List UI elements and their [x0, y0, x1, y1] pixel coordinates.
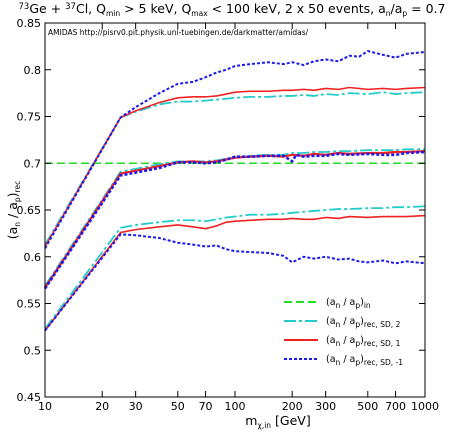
legend: (an / ap)in (an / ap)rec, SD, 2 (an / ap…: [284, 297, 403, 367]
series-line-sdm1-9: [44, 233, 426, 332]
y-tick-label: 0.8: [24, 64, 42, 77]
x-tick-label: 50: [171, 400, 185, 413]
x-tick-label: 70: [199, 400, 213, 413]
series-line-sd2-1: [44, 91, 426, 246]
chart-title: 73Ge + 37Cl, Qmin > 5 keV, Qmax < 100 ke…: [19, 1, 446, 18]
y-tick-label: 0.75: [17, 111, 42, 124]
series-line-sd1-6: [44, 214, 426, 332]
legend-label-sd1: (an / ap)rec, SD, 1: [326, 335, 401, 348]
x-axis-title: mχ,in [GeV]: [245, 413, 310, 430]
y-tick-label: 0.45: [17, 391, 42, 404]
x-tick-label: 200: [282, 400, 303, 413]
legend-label-sdm1: (an / ap)rec, SD, -1: [326, 354, 403, 367]
series-line-sd1-4: [44, 86, 426, 247]
y-axis-title: (an / ap)rec: [5, 181, 22, 239]
y-tick-label: 0.5: [24, 344, 42, 357]
series-group: [43, 50, 426, 332]
x-tick-label: 100: [225, 400, 246, 413]
legend-label-sd2: (an / ap)rec, SD, 2: [326, 316, 401, 329]
series-line-sdm1-8: [43, 150, 426, 290]
x-tick-label: 20: [95, 400, 109, 413]
ticks-group: 10 20 30 50 70 100 200 300 500 700 1000 0.45 0.5 0.55…: [17, 17, 440, 413]
y-tick-label: 0.6: [24, 251, 42, 264]
y-tick-label: 0.65: [17, 204, 42, 217]
y-tick-label: 0.7: [24, 157, 42, 170]
x-tick-label: 700: [385, 400, 406, 413]
x-tick-label: 1000: [411, 400, 439, 413]
x-tick-label: 10: [38, 400, 52, 413]
x-tick-label: 500: [357, 400, 378, 413]
series-line-sd2-3: [44, 205, 426, 330]
legend-label-input: (an / ap)in: [326, 297, 371, 310]
y-tick-label: 0.85: [17, 17, 42, 30]
x-tick-label: 300: [315, 400, 336, 413]
series-line-sd1-5: [44, 149, 426, 289]
y-tick-label: 0.55: [17, 298, 42, 311]
amidas-note: AMIDAS http://pisrv0.pit.physik.uni-tueb…: [48, 28, 309, 37]
series-line-sdm1-7: [44, 50, 426, 249]
x-tick-label: 30: [129, 400, 143, 413]
